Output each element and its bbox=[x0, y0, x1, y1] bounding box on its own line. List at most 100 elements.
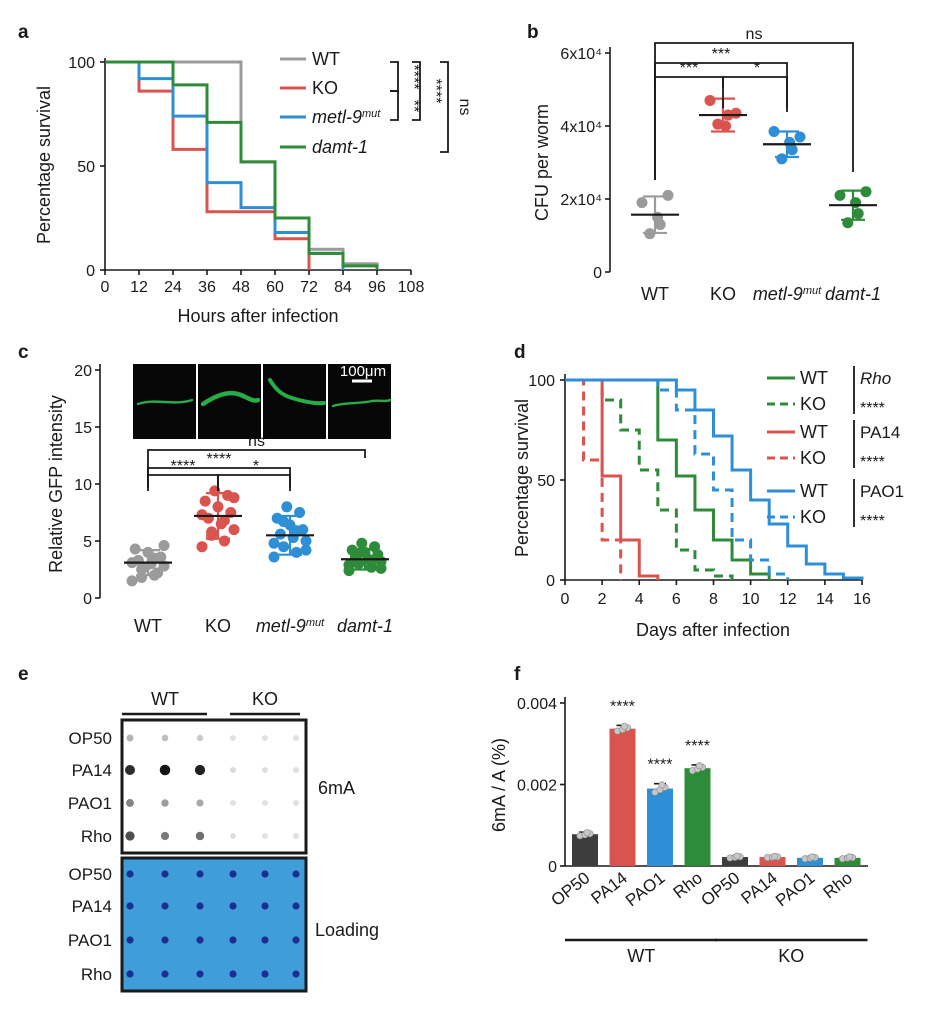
x-tick-label: 0 bbox=[101, 279, 110, 296]
data-point-metl bbox=[776, 153, 788, 165]
row-label-6mA-PAO1: PAO1 bbox=[68, 794, 112, 813]
survival-line-damt bbox=[105, 60, 379, 270]
group-label-WT: WT bbox=[151, 689, 179, 709]
blot-dot-loading bbox=[126, 870, 134, 878]
blot-dot-6mA bbox=[262, 735, 268, 741]
comparison-bracket bbox=[654, 76, 724, 108]
legend-sig-Rho: **** bbox=[860, 400, 885, 417]
data-point-metl bbox=[290, 546, 302, 558]
significance-label: **** bbox=[685, 738, 710, 755]
data-point-metl bbox=[278, 541, 290, 553]
x-tick-label: 4 bbox=[635, 591, 644, 608]
blot-dot-6mA bbox=[293, 735, 299, 741]
panel-letter-e: e bbox=[18, 664, 29, 685]
row-label-6mA-Rho: Rho bbox=[81, 827, 112, 846]
data-point-KO bbox=[704, 94, 716, 106]
comparison-bracket bbox=[147, 467, 291, 488]
y-tick-label: 6x10⁴ bbox=[560, 46, 602, 63]
x-tick-label: 96 bbox=[368, 279, 386, 296]
data-point-damt bbox=[353, 548, 365, 560]
legend-sig-PAO1: **** bbox=[860, 513, 885, 530]
x-axis-label: Hours after infection bbox=[177, 306, 338, 326]
blot-dot-loading bbox=[292, 870, 300, 878]
sig-wt-damt: ns bbox=[456, 99, 473, 116]
blot-dot-loading bbox=[196, 936, 204, 944]
blot-dot-6mA bbox=[262, 800, 268, 806]
bar-PAO1 bbox=[647, 788, 673, 866]
x-axis-label: Days after infection bbox=[636, 620, 790, 640]
comparison-label: ns bbox=[746, 26, 763, 43]
y-axis-label: CFU per worm bbox=[532, 104, 552, 221]
replicate-dot bbox=[583, 829, 591, 837]
bar-Rho bbox=[684, 768, 711, 866]
data-point-KO bbox=[196, 509, 208, 521]
blot-dot-loading bbox=[161, 870, 169, 878]
data-point-KO bbox=[720, 120, 732, 132]
survival-line-Rho-WT bbox=[565, 378, 771, 580]
category-label: PA14 bbox=[737, 868, 780, 908]
blot-label-loading: Loading bbox=[315, 920, 379, 940]
replicate-dot bbox=[770, 852, 778, 860]
legend-group-PAO1: PAO1 bbox=[860, 482, 904, 501]
sig-ko-metl: ** bbox=[405, 100, 422, 112]
blot-dot-6mA bbox=[293, 800, 299, 806]
y-tick-label: 4x10⁴ bbox=[560, 119, 602, 136]
panel-letter-f: f bbox=[514, 664, 521, 685]
group-label-KO: KO bbox=[252, 689, 278, 709]
blot-dot-6mA bbox=[161, 799, 169, 807]
legend-group-PA14: PA14 bbox=[860, 423, 900, 442]
blot-dot-6mA bbox=[230, 833, 236, 839]
x-tick-label: 12 bbox=[130, 279, 148, 296]
y-tick-label: 20 bbox=[74, 363, 92, 380]
data-point-metl bbox=[300, 544, 312, 556]
blot-dot-6mA bbox=[293, 833, 299, 839]
y-tick-label: 2x10⁴ bbox=[560, 192, 602, 209]
x-tick-label: 84 bbox=[334, 279, 352, 296]
blot-dot-loading bbox=[292, 936, 300, 944]
comparison-bracket bbox=[147, 474, 219, 491]
x-tick-label: 72 bbox=[300, 279, 318, 296]
data-point-metl bbox=[281, 501, 293, 513]
category-label-KO: KO bbox=[205, 616, 231, 636]
data-point-KO bbox=[228, 492, 240, 504]
data-point-WT bbox=[126, 575, 138, 587]
blot-dot-6mA bbox=[195, 831, 205, 841]
blot-dot-6mA bbox=[124, 764, 136, 776]
y-tick-label: 0 bbox=[548, 859, 557, 876]
bracket-ko-metl bbox=[390, 90, 399, 121]
blot-dot-loading bbox=[261, 870, 269, 878]
data-point-KO bbox=[206, 526, 218, 538]
data-point-damt bbox=[860, 186, 872, 198]
data-point-metl bbox=[300, 535, 312, 547]
x-tick-label: 108 bbox=[398, 279, 425, 296]
panel-c: c 100μm 0 5 10 15 20 Relative GFP intensity WT KO… bbox=[18, 342, 393, 636]
data-point-damt bbox=[343, 559, 355, 571]
legend-group-Rho: Rho bbox=[860, 369, 891, 388]
x-tick-label: 14 bbox=[816, 591, 834, 608]
row-label-6mA-PA14: PA14 bbox=[72, 761, 112, 780]
data-point-KO bbox=[218, 535, 230, 547]
blot-dot-6mA bbox=[194, 764, 206, 776]
y-tick-label: 50 bbox=[537, 473, 555, 490]
data-point-damt bbox=[356, 537, 368, 549]
blot-dot-loading bbox=[196, 870, 204, 878]
y-tick-label: 0 bbox=[593, 265, 602, 282]
x-tick-label: 16 bbox=[853, 591, 871, 608]
legend-label-PA14-WT: WT bbox=[800, 422, 828, 442]
row-label-loading-PAO1: PAO1 bbox=[68, 931, 112, 950]
panel-letter-d: d bbox=[514, 342, 526, 363]
comparison-label: **** bbox=[207, 451, 232, 468]
category-label: PAO1 bbox=[622, 868, 668, 910]
bracket-wt-ko bbox=[390, 61, 399, 92]
data-point-WT bbox=[129, 543, 141, 555]
replicate-dot bbox=[845, 853, 853, 861]
legend-label-metl: metl-9mut bbox=[312, 107, 381, 127]
data-point-metl bbox=[278, 516, 290, 528]
x-tick-label: 48 bbox=[232, 279, 250, 296]
category-label-WT: WT bbox=[134, 616, 162, 636]
panel-f: f 0 0.002 0.004 6mA / A (%) OP50 **** PA14 **** P… bbox=[489, 664, 868, 966]
data-point-KO bbox=[199, 495, 211, 507]
sig-wt-metl: **** bbox=[427, 79, 444, 104]
row-label-loading-Rho: Rho bbox=[81, 965, 112, 984]
